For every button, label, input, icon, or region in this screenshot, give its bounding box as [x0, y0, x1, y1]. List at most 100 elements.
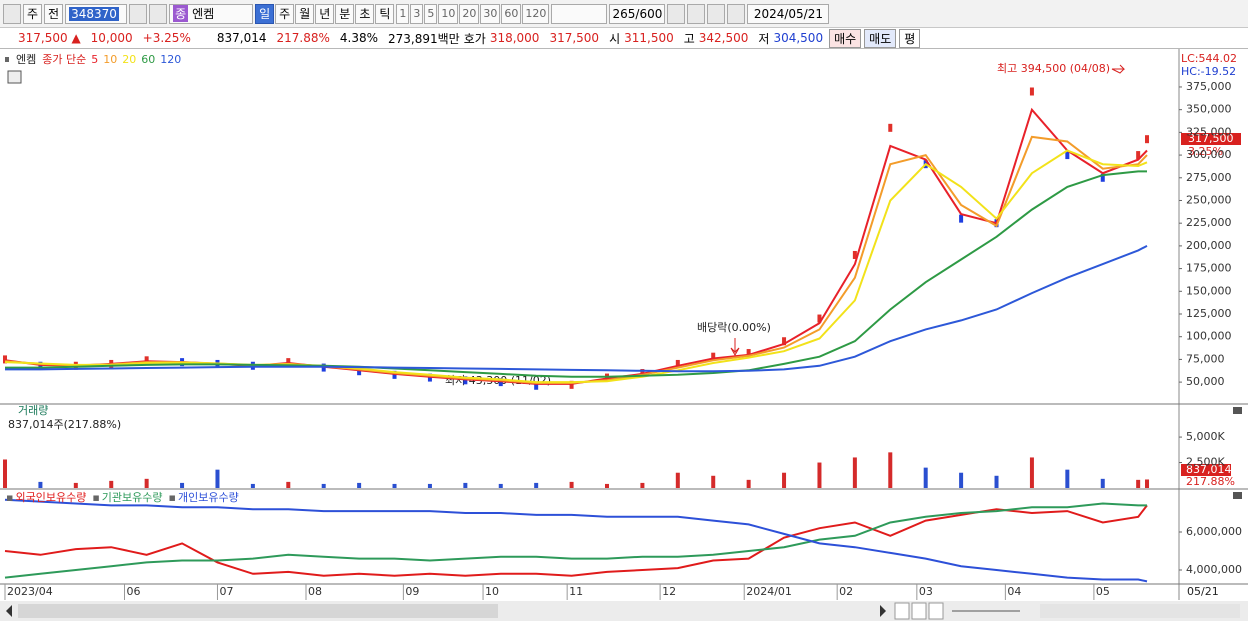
volume-bar [463, 482, 468, 488]
panel-close[interactable] [1233, 492, 1242, 499]
x-tick-label: 02 [839, 585, 853, 598]
price: 317,500 ▲ [18, 31, 81, 45]
hc-label: HC:-19.52 [1181, 65, 1236, 78]
volume-bar [534, 482, 539, 488]
volume-bar [923, 467, 928, 488]
candle [1029, 87, 1034, 96]
volume-bar [1029, 457, 1034, 488]
interval-button[interactable]: 1 [396, 3, 410, 24]
volume-bar [3, 459, 7, 488]
scroll-track[interactable] [18, 604, 498, 618]
quote-bar: 317,500 ▲ 10,000 +3.25% 837,014 217.88% … [0, 28, 1248, 49]
legend-item: 개인보유수량 [178, 491, 239, 504]
scroll-right[interactable] [880, 605, 886, 617]
x-tick-label: 2023/04 [7, 585, 53, 598]
candle [711, 352, 716, 361]
count-box[interactable]: 265/600 [609, 3, 666, 24]
panel-close[interactable] [1233, 407, 1242, 414]
volume-bar [109, 480, 114, 488]
settings-icon[interactable] [727, 3, 746, 24]
period-button[interactable]: 년 [315, 3, 335, 24]
volume-bar [604, 483, 609, 488]
code-text: 348370 [69, 6, 119, 21]
y-tick-label: 50,000 [1186, 375, 1225, 388]
interval-button[interactable]: 60 [501, 3, 522, 24]
y-tick-label: 5,000K [1186, 430, 1225, 443]
window-icon[interactable] [3, 3, 21, 24]
y-tick-label: 300,000 [1186, 148, 1232, 161]
nav-button[interactable] [894, 602, 910, 620]
code-input[interactable]: 348370 [65, 3, 128, 24]
y-tick-label: 75,000 [1186, 352, 1225, 365]
interval-input[interactable] [551, 3, 608, 24]
volume-bar [286, 481, 291, 488]
volume-bar [73, 482, 78, 488]
legend-marker-char: ▪ [169, 491, 176, 504]
buy-button[interactable]: 매수 [829, 28, 862, 48]
last-volume-box [1181, 464, 1231, 476]
avg-button[interactable]: 평 [899, 28, 921, 48]
low: 304,500 [773, 31, 824, 45]
candle [782, 337, 787, 346]
legend-marker-char: ▪ [6, 491, 13, 504]
market-select[interactable]: 주 [23, 3, 43, 24]
y-tick-label: 2,500K [1186, 456, 1225, 469]
period-button[interactable]: 주 [275, 3, 295, 24]
tool-icons[interactable] [1040, 604, 1240, 618]
interval-button[interactable]: 30 [480, 3, 501, 24]
period-button[interactable]: 월 [295, 3, 315, 24]
interval-button[interactable]: 120 [522, 3, 550, 24]
period-button[interactable]: 일 [255, 3, 275, 24]
table-icon[interactable] [7, 70, 22, 84]
candle [1065, 151, 1070, 160]
tool-icon[interactable] [687, 3, 706, 24]
sell-button[interactable]: 매도 [864, 28, 897, 48]
name-badge: 종 [173, 5, 189, 22]
candle [888, 123, 893, 132]
volume-bar [250, 483, 255, 488]
interval-group: 1 3 5 10 20 30 60 120 [396, 3, 550, 24]
nav-button[interactable] [928, 602, 944, 620]
background [0, 49, 1248, 601]
x-tick-label: 06 [127, 585, 141, 598]
interval-button[interactable]: 10 [438, 3, 459, 24]
volume-bar [1100, 478, 1105, 488]
period-button[interactable]: 초 [355, 3, 375, 24]
event-annotation: 배당락(0.00%) [697, 321, 771, 334]
volume-bar [392, 483, 397, 488]
volume-bar [427, 483, 432, 488]
period-button[interactable]: 분 [335, 3, 355, 24]
prev-button[interactable]: 전 [44, 3, 64, 24]
y-tick-label: 325,000 [1186, 125, 1232, 138]
last-volume-rate: 217.88% [1186, 475, 1235, 488]
interval-button[interactable]: 3 [410, 3, 424, 24]
y-tick-label: 100,000 [1186, 330, 1232, 343]
name-box[interactable]: 종 엔켐 [169, 3, 254, 24]
open: 311,500 [624, 31, 674, 45]
scroll-left[interactable] [6, 605, 12, 617]
period-button[interactable]: 틱 [375, 3, 395, 24]
x-tick-label: 05 [1096, 585, 1110, 598]
nav-button[interactable] [911, 602, 927, 620]
interval-button[interactable]: 20 [459, 3, 480, 24]
line-series [5, 170, 1147, 378]
sound-icon[interactable] [149, 3, 168, 24]
x-tick-label: 07 [219, 585, 233, 598]
candle [3, 355, 7, 364]
volume-bar [144, 478, 149, 488]
lc-label: LC:544.02 [1181, 52, 1237, 65]
open-label: 시 [609, 31, 621, 46]
rate: +3.25% [142, 31, 191, 45]
save-icon[interactable] [707, 3, 726, 24]
volume-bar [215, 469, 220, 488]
candle [1136, 151, 1141, 160]
tool-icon[interactable] [667, 3, 686, 24]
line-series [4, 502, 1147, 579]
legend-item: 5 [91, 53, 98, 66]
legend-marker [5, 57, 9, 62]
date-box[interactable]: 2024/05/21 [747, 3, 830, 24]
ask-label: 호가 [463, 31, 486, 46]
interval-button[interactable]: 5 [424, 3, 438, 24]
search-icon[interactable] [129, 3, 148, 24]
